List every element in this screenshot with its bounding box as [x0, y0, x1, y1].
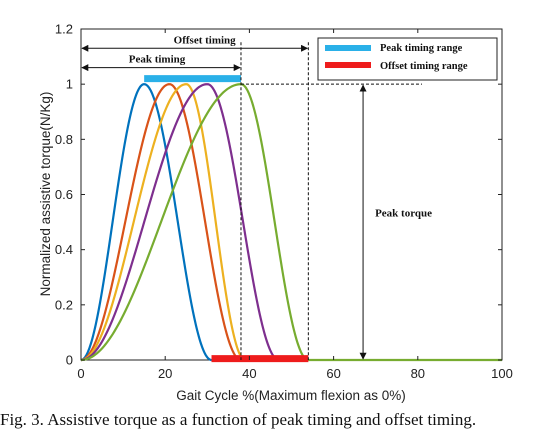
x-tick-label: 40	[242, 366, 256, 381]
figure-caption: Fig. 3. Assistive torque as a function o…	[0, 410, 477, 429]
peak-timing-annotation: Peak timing	[129, 54, 186, 66]
y-tick-label: 0.2	[55, 297, 73, 312]
x-tick-label: 80	[411, 366, 425, 381]
y-tick-label: 0.6	[55, 187, 73, 202]
torque-curve-3	[80, 83, 246, 362]
legend-label-offset-timing-range: Offset timing range	[380, 61, 468, 72]
legend-swatch-offset-timing-range	[325, 62, 371, 68]
ranges-layer	[144, 75, 309, 363]
legend-swatch-peak-timing-range	[325, 45, 371, 51]
y-tick-label: 0	[66, 353, 73, 368]
y-tick-label: 0.4	[55, 242, 73, 257]
x-tick-label: 0	[77, 366, 84, 381]
guides-layer	[81, 42, 423, 360]
torque-curve-4	[80, 83, 279, 362]
x-axis-label: Gait Cycle %(Maximum flexion as 0%)	[176, 388, 406, 403]
x-tick-label: 20	[158, 366, 172, 381]
peak-torque-annotation: Peak torque	[375, 208, 432, 220]
legend-label-peak-timing-range: Peak timing range	[380, 43, 463, 54]
offset-timing-annotation: Offset timing	[174, 34, 237, 46]
torque-curve-2	[80, 83, 242, 362]
torque-curve-1	[80, 83, 212, 362]
y-axis-label: Normalized assistive torque(N/Kg)	[38, 92, 53, 297]
y-tick-label: 0.8	[55, 132, 73, 147]
axes-layer: 0 20 40 60 80 100 0 0.2 0.4 0.6 0.8 1 1.2	[55, 22, 513, 382]
y-tick-label: 1	[66, 77, 73, 92]
x-tick-label: 100	[491, 366, 513, 381]
curves-layer	[80, 83, 502, 362]
y-tick-label: 1.2	[55, 22, 73, 37]
legend: Peak timing range Offset timing range	[317, 37, 498, 81]
x-tick-label: 60	[326, 366, 340, 381]
